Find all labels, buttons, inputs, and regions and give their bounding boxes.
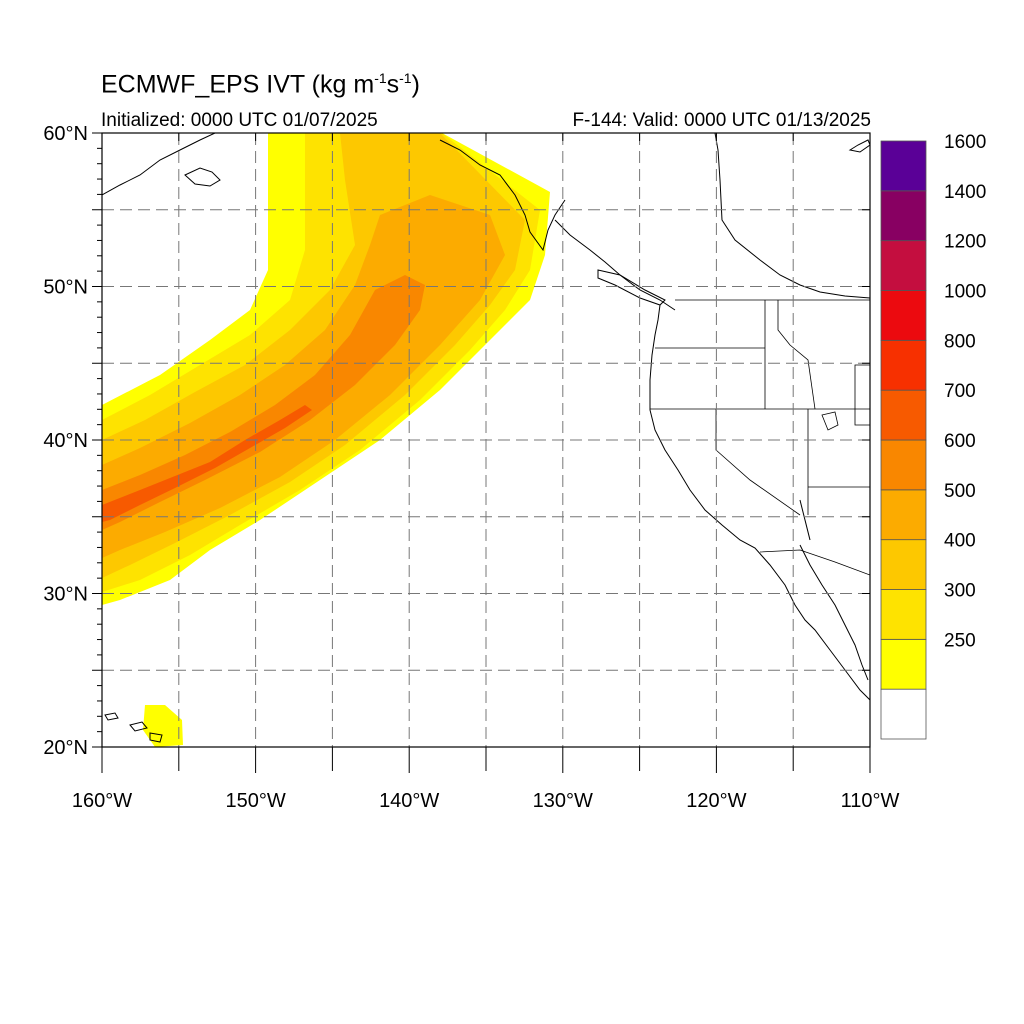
lat-tick-label: 30°N	[43, 584, 88, 606]
colorbar-label: 400	[944, 531, 976, 552]
colorbar-swatch	[880, 489, 927, 541]
init-time-label: Initialized: 0000 UTC 01/07/2025	[101, 110, 378, 131]
gridlines	[102, 133, 870, 747]
hudson-coast-top-right	[848, 139, 870, 153]
colorbar-label: 300	[944, 581, 976, 602]
colorbar-swatch	[880, 140, 927, 192]
colorbar-label: 700	[944, 381, 976, 402]
colorbar-label: 1000	[944, 282, 986, 303]
lon-tick-label: 160°W	[72, 790, 132, 812]
great-salt-lake	[821, 411, 839, 431]
lon-tick-label: 140°W	[379, 790, 439, 812]
valid-time-label: F-144: Valid: 0000 UTC 01/13/2025	[572, 110, 871, 131]
nw-canada-coast	[714, 133, 870, 299]
ivt-600-contour	[102, 275, 425, 530]
mexico-mainland-coast	[799, 499, 811, 541]
lat-tick-label: 60°N	[43, 123, 88, 145]
id-mt-border	[777, 300, 816, 410]
alaska-coastline	[102, 133, 216, 196]
state-borders	[650, 299, 870, 576]
bc-coastline	[554, 219, 676, 311]
colorbar-label: 600	[944, 431, 976, 452]
colorbar-swatch	[880, 539, 927, 590]
colorbar-swatch	[880, 290, 927, 341]
vancouver-island	[597, 269, 666, 306]
colorbar: 250 300 400 500 600 700 800 1000 1200 1400 1600	[880, 132, 986, 740]
hawaii-islands	[104, 712, 163, 743]
lat-tick-label: 50°N	[43, 277, 88, 299]
mexico-border	[759, 549, 870, 576]
lat-tick-label: 40°N	[43, 430, 88, 452]
colorbar-swatch	[880, 389, 927, 441]
colorbar-label: 1400	[944, 182, 986, 203]
lat-tick-label: 20°N	[43, 737, 88, 759]
colorbar-swatch	[880, 339, 927, 391]
ivt-shading	[102, 133, 550, 747]
colorbar-swatch	[880, 638, 927, 690]
ca-nv-border	[715, 409, 801, 516]
ivt-hawaii-patch	[143, 705, 183, 747]
colorbar-swatch	[880, 589, 927, 640]
colorbar-label: 800	[944, 331, 976, 352]
axis-tick-labels: 160°W 150°W 140°W 130°W 120°W 110°W 20°N 30°N 40…	[43, 123, 899, 812]
colorbar-swatch	[880, 439, 927, 491]
map-title: ECMWF_EPS IVT (kg m-1s-1)	[101, 70, 420, 99]
mt-wy-border	[854, 364, 870, 426]
lon-tick-label: 130°W	[533, 790, 593, 812]
baja-gulf-coast	[799, 544, 869, 681]
lon-tick-label: 110°W	[841, 790, 900, 812]
alaska-panhandle-coast	[439, 139, 566, 252]
colorbar-label: 250	[944, 630, 976, 651]
lon-tick-label: 120°W	[686, 790, 746, 812]
colorbar-swatch	[880, 240, 927, 291]
colorbar-swatch	[880, 190, 927, 242]
lon-tick-label: 150°W	[225, 790, 285, 812]
axis-ticks	[92, 132, 871, 773]
coastlines	[102, 133, 870, 743]
colorbar-label: 500	[944, 481, 976, 502]
colorbar-swatch	[880, 688, 927, 740]
ivt-700-contour	[102, 405, 312, 522]
colorbar-label: 1200	[944, 232, 986, 253]
colorbar-label: 1600	[944, 132, 986, 153]
us-west-coast	[649, 304, 870, 701]
alaska-islands	[184, 167, 221, 187]
